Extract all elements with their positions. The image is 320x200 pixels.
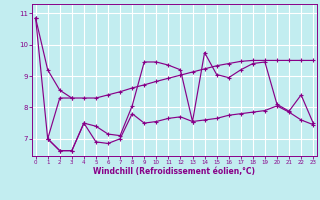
X-axis label: Windchill (Refroidissement éolien,°C): Windchill (Refroidissement éolien,°C) [93,167,255,176]
